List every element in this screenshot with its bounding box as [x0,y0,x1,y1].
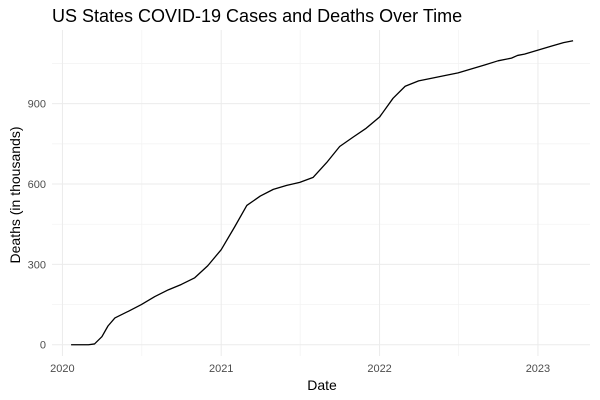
y-tick-label: 300 [28,259,46,271]
deaths-line [71,40,574,346]
x-tick-label: 2021 [209,363,233,375]
minor-gridlines [52,30,590,356]
y-tick-label: 0 [40,340,46,352]
chart-title: US States COVID-19 Cases and Deaths Over… [52,6,462,26]
y-axis-title: Deaths (in thousands) [7,127,23,264]
x-tick-label: 2022 [367,363,391,375]
y-tick-label: 900 [28,99,46,111]
x-axis-tick-labels: 2020 2021 2022 2023 [50,363,550,375]
x-axis-title: Date [307,377,337,393]
y-tick-label: 600 [28,179,46,191]
y-axis-tick-labels: 0 300 600 900 [28,99,46,352]
x-tick-label: 2023 [526,363,550,375]
x-tick-label: 2020 [50,363,74,375]
major-gridlines [52,30,590,356]
